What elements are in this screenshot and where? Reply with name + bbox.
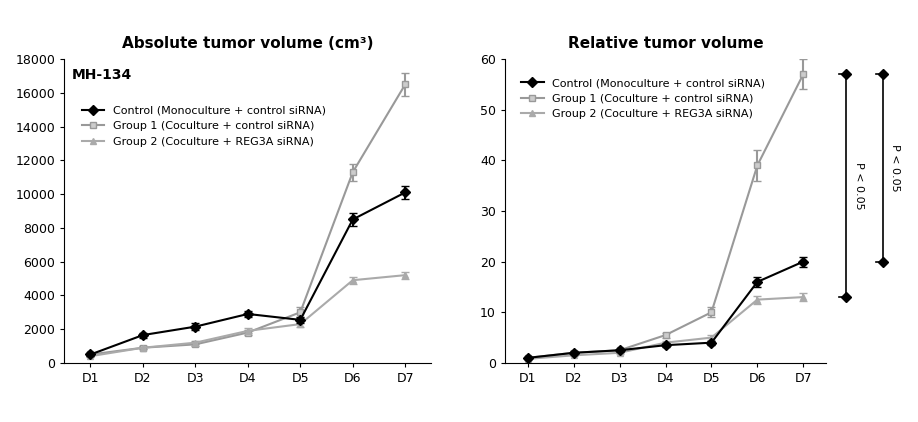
- Legend: Control (Monoculture + control siRNA), Group 1 (Coculture + control siRNA), Grou: Control (Monoculture + control siRNA), G…: [517, 74, 770, 124]
- Text: P < 0.05: P < 0.05: [854, 162, 864, 209]
- Title: Absolute tumor volume (cm³): Absolute tumor volume (cm³): [122, 36, 374, 51]
- Legend: Control (Monoculture + control siRNA), Group 1 (Coculture + control siRNA), Grou: Control (Monoculture + control siRNA), G…: [77, 101, 330, 151]
- Text: MH-134: MH-134: [72, 68, 132, 82]
- Title: Relative tumor volume: Relative tumor volume: [567, 36, 764, 51]
- Text: P < 0.05: P < 0.05: [890, 144, 901, 192]
